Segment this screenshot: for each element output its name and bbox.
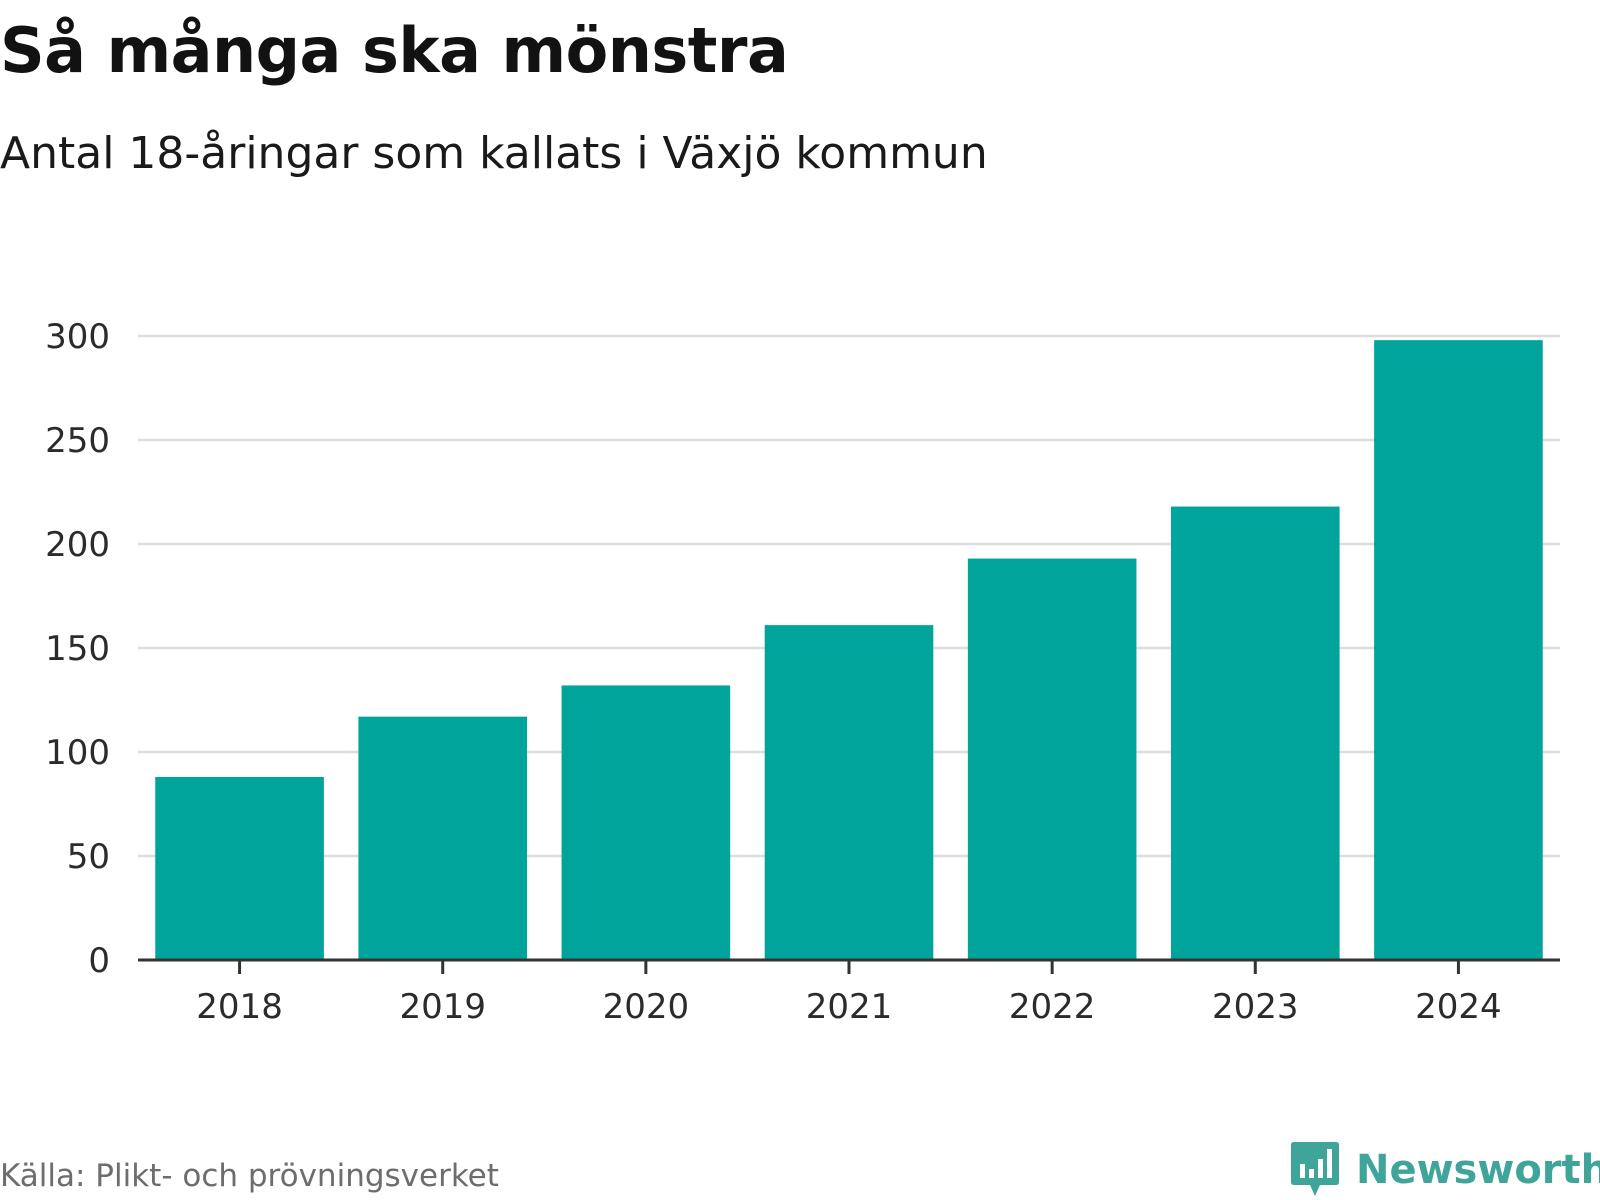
bar [967, 558, 1137, 960]
y-tick-label: 0 [88, 941, 110, 981]
y-tick-label: 200 [45, 525, 110, 565]
y-tick-label: 50 [67, 837, 110, 877]
x-tick-label: 2022 [1009, 987, 1096, 1027]
x-tick-label: 2019 [399, 987, 486, 1027]
y-tick-label: 150 [45, 629, 110, 669]
y-tick-label: 100 [45, 733, 110, 773]
x-tick-label: 2023 [1212, 987, 1299, 1027]
bar-chart: 0 50 100 150 200 250 300 2018 2019 2020 2021 2022 20… [45, 317, 1560, 1027]
newsworthy-logo-icon [1291, 1142, 1339, 1196]
x-tick-label: 2021 [806, 987, 893, 1027]
bar [561, 685, 731, 960]
chart-subtitle: Antal 18-åringar som kallats i Växjö kom… [0, 128, 988, 179]
y-tick-label: 250 [45, 421, 110, 461]
bar [358, 716, 528, 960]
chart-title: Så många ska mönstra [0, 14, 789, 87]
bar [155, 776, 324, 960]
brand-logo: Newsworthy [1290, 1140, 1600, 1200]
x-tick-label: 2020 [603, 987, 690, 1027]
brand-name: Newsworthy [1356, 1147, 1600, 1193]
bar [1170, 506, 1340, 960]
y-tick-label: 300 [45, 317, 110, 357]
bar [1374, 340, 1543, 960]
source-note: Källa: Plikt- och prövningsverket [0, 1158, 499, 1194]
x-tick-label: 2024 [1415, 987, 1502, 1027]
x-tick-label: 2018 [196, 987, 283, 1027]
bar [764, 625, 934, 960]
